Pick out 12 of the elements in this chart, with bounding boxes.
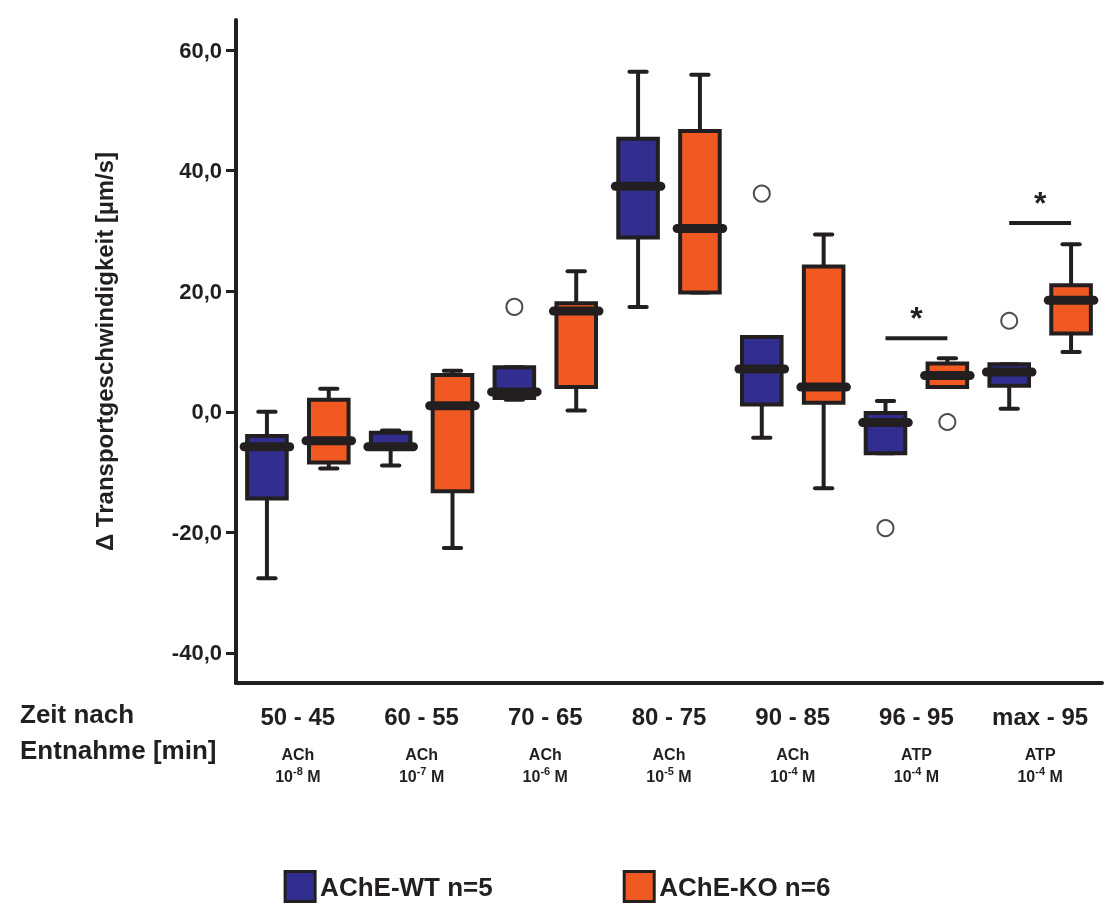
y-axis-title: Δ Transportgeschwindigkeit [µm/s] xyxy=(90,151,118,552)
legend-label: AChE-WT n=5 xyxy=(320,871,493,902)
x-axis-title: Zeit nach Entnahme [min] xyxy=(20,699,217,765)
y-tick-label: -20,0 xyxy=(171,519,222,545)
y-tick-label: 40,0 xyxy=(179,158,222,184)
annotation: * xyxy=(910,300,924,337)
annotation: * xyxy=(1033,185,1047,222)
y-tick-label: 60,0 xyxy=(179,37,222,63)
y-tick-label: 20,0 xyxy=(179,278,222,304)
y-tick-label: 0,0 xyxy=(191,399,222,425)
legend-label: AChE-KO n=6 xyxy=(659,871,831,902)
y-tick-label: -40,0 xyxy=(171,640,222,666)
